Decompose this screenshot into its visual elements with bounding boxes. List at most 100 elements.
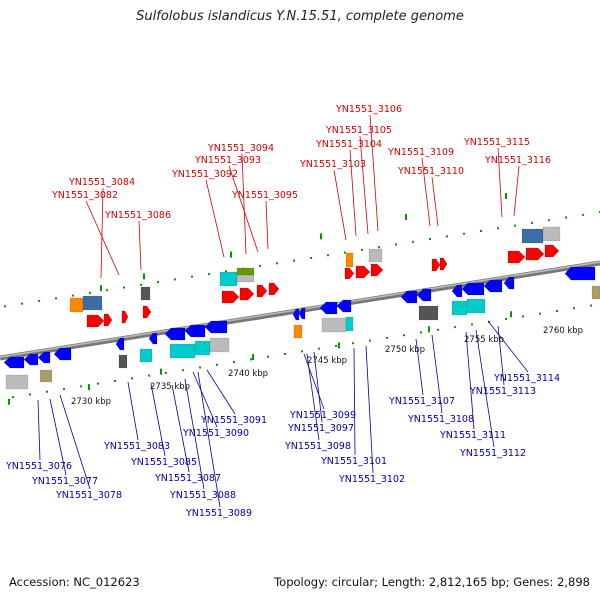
topology-summary: Topology: circular; Length: 2,812,165 bp… <box>274 575 590 589</box>
leader-line <box>265 200 269 250</box>
tick-mark <box>395 243 397 246</box>
leader-line <box>353 347 356 456</box>
leader-line <box>415 338 424 396</box>
gene-label: YN1551_3110 <box>397 166 464 177</box>
tick-mark <box>293 259 295 262</box>
tick-mark <box>80 385 82 388</box>
major-tick <box>100 285 102 292</box>
tick-mark <box>505 318 507 321</box>
leader-line <box>192 371 218 428</box>
major-tick <box>510 311 512 318</box>
reverse-gene <box>3 356 25 369</box>
orange-feature <box>69 297 84 313</box>
gene-label: YN1551_3104 <box>315 139 382 150</box>
gene-label: YN1551_3087 <box>154 473 221 484</box>
forward-gene <box>239 287 255 301</box>
tick-mark <box>531 221 533 224</box>
cyan-feature <box>451 300 468 316</box>
tick-mark <box>216 363 218 366</box>
major-tick <box>405 213 407 220</box>
gene-label: YN1551_3103 <box>299 159 366 170</box>
grey-feature <box>209 337 230 353</box>
tick-mark <box>225 270 227 273</box>
gene-label: YN1551_3082 <box>51 190 118 201</box>
leader-line <box>333 169 347 241</box>
tick-mark <box>454 326 456 329</box>
tick-mark <box>378 246 380 249</box>
major-tick <box>8 398 10 405</box>
tick-mark <box>369 339 371 342</box>
leader-line <box>85 200 120 276</box>
leader-line <box>306 353 320 441</box>
tick-mark <box>480 230 482 232</box>
gene-label: YN1551_3092 <box>171 169 238 180</box>
leader-line <box>59 394 91 490</box>
leader-line <box>431 334 443 414</box>
forward-gene <box>268 282 280 296</box>
cyan-feature <box>139 348 153 363</box>
reverse-gene <box>184 324 206 338</box>
gene-label: YN1551_3090 <box>182 428 249 439</box>
major-tick <box>230 251 232 258</box>
leader-line <box>206 369 236 415</box>
leader-line <box>421 157 431 227</box>
reverse-gene <box>204 320 228 334</box>
tick-mark <box>267 355 269 358</box>
tick-mark <box>429 238 431 241</box>
tick-mark <box>276 262 278 265</box>
tick-mark <box>123 286 125 289</box>
forward-gene <box>439 257 448 271</box>
major-tick <box>252 354 254 361</box>
gene-label: YN1551_3109 <box>387 147 454 158</box>
reverse-gene <box>336 299 352 313</box>
tick-mark <box>97 382 99 385</box>
forward-gene <box>431 258 441 272</box>
gene-label: YN1551_3091 <box>200 415 267 426</box>
leader-line <box>349 149 357 237</box>
tick-mark <box>386 336 388 339</box>
dark-feature <box>118 354 128 369</box>
reverse-gene <box>148 332 158 345</box>
tick-mark <box>284 353 286 356</box>
gene-label: YN1551_3094 <box>207 143 274 154</box>
forward-gene <box>544 244 560 258</box>
major-tick <box>338 342 340 349</box>
leader-line <box>475 329 495 448</box>
tick-mark <box>259 264 261 267</box>
tick-mark <box>199 366 201 369</box>
gene-label: YN1551_3083 <box>103 441 170 452</box>
grey-feature <box>542 226 561 242</box>
scale-label: 2760 kbp <box>543 326 583 336</box>
tick-mark <box>250 358 252 361</box>
reverse-gene <box>503 276 515 290</box>
gene-label: YN1551_3097 <box>287 423 354 434</box>
tick-mark <box>38 299 40 302</box>
gene-label: YN1551_3093 <box>194 155 261 166</box>
gene-label: YN1551_3085 <box>130 457 197 468</box>
tick-mark <box>335 344 337 347</box>
gene-label: YN1551_3114 <box>493 373 560 384</box>
leader-line <box>138 220 142 271</box>
tick-mark <box>233 361 235 364</box>
forward-gene <box>121 310 129 324</box>
gene-label: YN1551_3086 <box>104 210 171 221</box>
tick-mark <box>114 379 116 382</box>
leader-line <box>37 399 41 461</box>
tick-mark <box>21 302 23 305</box>
major-tick <box>143 273 145 280</box>
cyan-feature <box>169 343 196 359</box>
gene-label: YN1551_3102 <box>338 474 405 485</box>
leader-line <box>171 384 190 473</box>
grey-feature <box>236 274 255 283</box>
steelblue-feature <box>521 228 544 244</box>
leader-line <box>228 165 259 253</box>
scale-label: 2755 kbp <box>464 335 504 345</box>
reverse-gene <box>400 290 418 304</box>
khaki-feature <box>39 369 53 383</box>
forward-gene <box>221 290 240 304</box>
reverse-gene <box>115 337 125 351</box>
tick-mark <box>148 374 150 377</box>
map-title: Sulfolobus islandicus Y.N.15.51, complet… <box>136 9 464 24</box>
tick-mark <box>174 278 176 281</box>
